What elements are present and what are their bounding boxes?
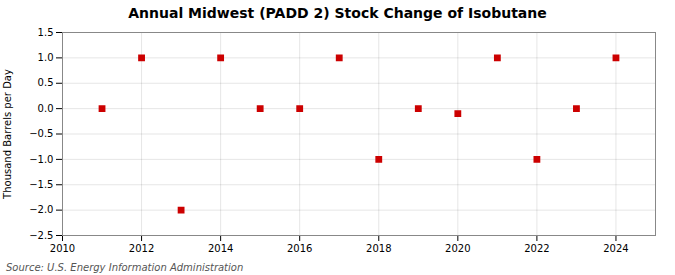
svg-text:−2.5: −2.5 [29, 230, 53, 241]
svg-text:2010: 2010 [50, 243, 75, 254]
svg-text:2024: 2024 [603, 243, 628, 254]
svg-text:0.5: 0.5 [38, 77, 54, 88]
svg-text:2012: 2012 [129, 243, 154, 254]
svg-text:2014: 2014 [208, 243, 233, 254]
svg-text:0.0: 0.0 [38, 103, 54, 114]
svg-text:2022: 2022 [524, 243, 549, 254]
svg-text:Thousand Barrels per Day: Thousand Barrels per Day [2, 69, 13, 200]
svg-text:1.5: 1.5 [38, 27, 54, 38]
svg-text:2018: 2018 [366, 243, 391, 254]
svg-text:−1.0: −1.0 [29, 154, 53, 165]
html-text:Source: U.S. Energy Informatio: Source: U.S. Energy Information Administ… [6, 262, 244, 273]
svg-text:2016: 2016 [287, 243, 312, 254]
html-text:Annual Midwest (PADD 2) Stock: Annual Midwest (PADD 2) Stock Change of … [128, 5, 547, 21]
svg-text:−1.5: −1.5 [29, 179, 53, 190]
svg-text:−2.0: −2.0 [29, 204, 53, 215]
svg-text:−0.5: −0.5 [29, 128, 53, 139]
svg-text:1.0: 1.0 [38, 52, 54, 63]
svg-text:2020: 2020 [445, 243, 470, 254]
